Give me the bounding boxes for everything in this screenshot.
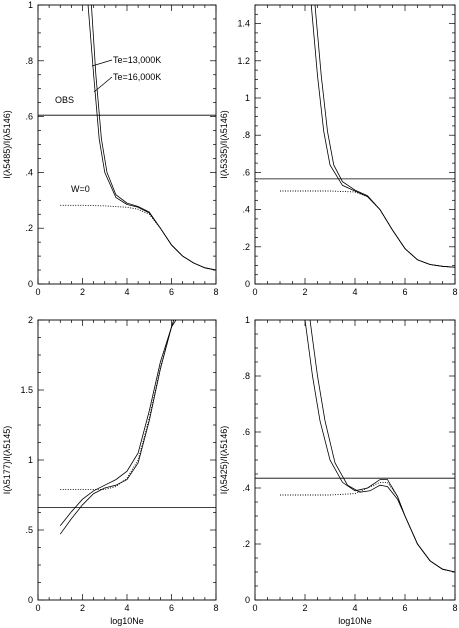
series-line-te13000 xyxy=(59,320,177,527)
x-tick-label: 4 xyxy=(124,603,129,613)
y-tick-label: .6 xyxy=(25,112,33,122)
x-tick-label: 8 xyxy=(452,603,457,613)
y-tick-label: .2 xyxy=(242,242,250,252)
y-axis-title: I(λ5425)/I(λ5146) xyxy=(219,426,229,495)
x-tick-label: 0 xyxy=(35,287,40,297)
y-tick-label: .6 xyxy=(242,427,250,437)
y-tick-label: .4 xyxy=(242,483,250,493)
plot-frame xyxy=(254,4,456,285)
x-tick-label: 0 xyxy=(252,603,257,613)
x-tick-label: 4 xyxy=(352,287,357,297)
y-tick-label: .6 xyxy=(242,167,250,177)
y-axis-title: I(λ5177)/I(λ5145) xyxy=(2,426,12,495)
annotation-te16000-pointer xyxy=(93,76,113,93)
y-tick-label: .8 xyxy=(242,371,250,381)
series-line-te16000 xyxy=(314,5,455,268)
x-tick-label: 2 xyxy=(302,287,307,297)
plot-frame xyxy=(254,319,456,601)
y-tick-label: 0 xyxy=(245,279,250,289)
y-tick-label: .4 xyxy=(25,167,33,177)
x-tick-label: 6 xyxy=(402,287,407,297)
annotation-w0: W=0 xyxy=(71,184,90,194)
y-tick-label: 0 xyxy=(28,595,33,605)
x-tick-label: 2 xyxy=(302,603,307,613)
plot-frame xyxy=(37,319,217,601)
y-tick-label: 1 xyxy=(28,0,33,10)
y-tick-label: 0 xyxy=(245,595,250,605)
y-tick-label: 1.5 xyxy=(20,385,33,395)
y-tick-label: 1.2 xyxy=(237,56,250,66)
series-line-te13000 xyxy=(87,5,216,271)
y-tick-label: 1 xyxy=(28,455,33,465)
x-tick-label: 8 xyxy=(452,287,457,297)
y-tick-label: .5 xyxy=(25,525,33,535)
annotations: Te=13,000K Te=16,000K OBS W=0 xyxy=(55,55,161,194)
panel-top-right: 0 2 4 6 8 0 .2 .4 .6 .8 1 1.2 1.4 I(λ5335)/I(λ5146) xyxy=(219,4,458,297)
y-tick-label: 0 xyxy=(28,279,33,289)
x-tick-label: 6 xyxy=(169,287,174,297)
x-axis-title: log10Ne xyxy=(338,616,372,626)
y-tick-label: 1 xyxy=(245,315,250,325)
series-line-te16000 xyxy=(59,320,175,535)
x-tick-label: 4 xyxy=(352,603,357,613)
y-tick-label: 1.4 xyxy=(237,19,250,29)
series-line-w0 xyxy=(60,204,216,271)
y-tick-label: 2 xyxy=(28,315,33,325)
annotation-te16000: Te=16,000K xyxy=(113,72,161,82)
x-tick-label: 2 xyxy=(80,603,85,613)
x-tick-label: 2 xyxy=(80,287,85,297)
x-axis-title: log10Ne xyxy=(110,616,144,626)
series-line-w0 xyxy=(280,190,455,268)
y-axis-title: I(λ5485)/I(λ5146) xyxy=(2,110,12,179)
y-axis-title: I(λ5335)/I(λ5146) xyxy=(219,110,229,179)
series-line-w0 xyxy=(280,481,455,573)
panel-top-left: 0 2 4 6 8 0 .2 .4 .6 .8 1 I(λ5485)/I(λ5146) xyxy=(2,0,219,297)
panel-bottom-right: 0 2 4 6 8 0 .2 .4 .6 .8 1 I(λ5425)/I(λ5146) log10Ne xyxy=(219,315,458,626)
x-tick-label: 6 xyxy=(169,603,174,613)
annotation-te13000: Te=13,000K xyxy=(113,55,161,65)
x-tick-label: 8 xyxy=(213,603,218,613)
series-line-te13000 xyxy=(304,320,455,573)
y-tick-label: .2 xyxy=(25,223,33,233)
series-line-te13000 xyxy=(310,5,455,268)
x-tick-label: 8 xyxy=(213,287,218,297)
annotation-obs: OBS xyxy=(55,95,74,105)
panel-bottom-left: 0 2 4 6 8 0 .5 1 1.5 2 I(λ5177)/I(λ5145) log10Ne xyxy=(2,315,219,626)
x-tick-label: 0 xyxy=(252,287,257,297)
y-tick-label: 1 xyxy=(245,93,250,103)
series-line-te16000 xyxy=(91,5,216,271)
x-tick-label: 6 xyxy=(402,603,407,613)
series-line-te16000 xyxy=(309,320,455,573)
y-tick-label: .8 xyxy=(242,130,250,140)
x-tick-label: 4 xyxy=(124,287,129,297)
y-tick-label: .2 xyxy=(242,539,250,549)
annotation-te13000-pointer xyxy=(91,59,113,67)
plot-frame xyxy=(37,4,217,285)
series-line-w0 xyxy=(60,320,175,490)
y-tick-label: .8 xyxy=(25,56,33,66)
x-tick-label: 0 xyxy=(35,603,40,613)
y-tick-label: .4 xyxy=(242,205,250,215)
